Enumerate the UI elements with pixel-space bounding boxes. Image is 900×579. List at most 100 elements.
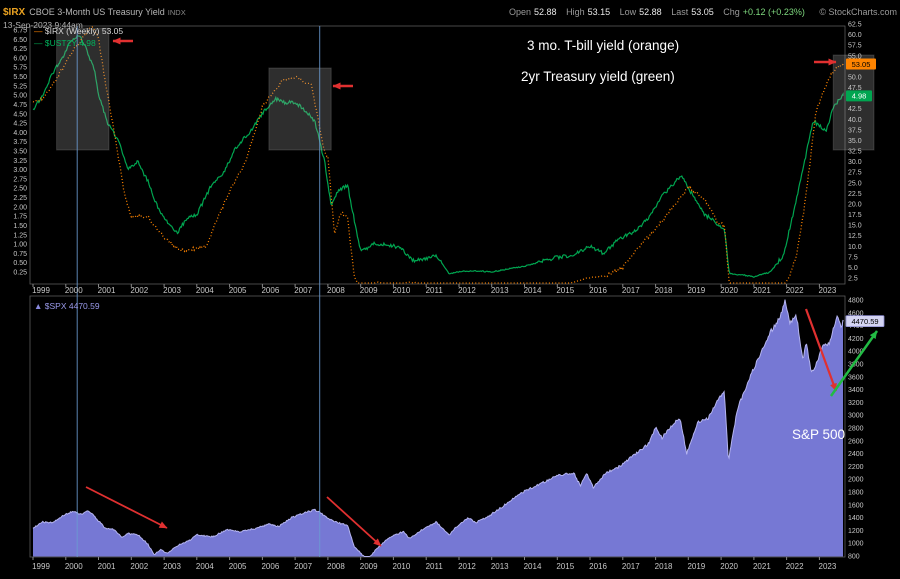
bottom-year-label: 2019	[687, 562, 705, 571]
irx-last-price-label: 53.05	[846, 58, 876, 70]
top-right-axis-tick: 17.5	[848, 212, 862, 219]
top-right-axis-tick: 20.0	[848, 201, 862, 208]
top-right-axis-tick: 35.0	[848, 138, 862, 145]
bottom-year-label: 2000	[65, 562, 83, 571]
top-year-label: 2008	[327, 286, 345, 295]
top-left-axis-tick: 3.00	[13, 167, 27, 174]
bottom-year-label: 2005	[229, 562, 247, 571]
ticker-description: CBOE 3-Month US Treasury Yield	[29, 7, 165, 17]
top-right-axis-tick: 5.0	[848, 265, 858, 272]
top-right-axis-tick: 12.5	[848, 233, 862, 240]
top-year-label: 2022	[786, 286, 804, 295]
annotation-tbill-label: 3 mo. T-bill yield (orange)	[527, 38, 679, 53]
top-year-label: 2005	[229, 286, 247, 295]
top-left-axis-tick: 2.75	[13, 176, 27, 183]
bottom-year-label: 2002	[130, 562, 148, 571]
top-right-axis-tick: 40.0	[848, 117, 862, 124]
bottom-year-label: 2013	[491, 562, 509, 571]
bottom-year-label: 2016	[589, 562, 607, 571]
series-layer	[32, 26, 844, 557]
ust2y-line-series	[32, 34, 844, 278]
top-year-label: 2020	[720, 286, 738, 295]
highlight-box	[56, 27, 110, 151]
highlight-box	[268, 67, 332, 151]
top-year-label: 2013	[491, 286, 509, 295]
top-left-axis-tick: 6.50	[13, 37, 27, 44]
spx-last-price-label: 4470.59	[845, 315, 885, 328]
bottom-right-axis-tick: 800	[848, 554, 860, 561]
ticker-exchange: INDX	[167, 8, 186, 17]
bottom-right-axis-tick: 1600	[848, 502, 864, 509]
arrow-annotations-layer	[85, 37, 879, 547]
top-year-label: 2001	[98, 286, 116, 295]
top-left-axis-tick: 5.25	[13, 83, 27, 90]
top-left-axis-tick: 0.25	[13, 270, 27, 277]
quote-open: Open 52.88	[509, 7, 557, 17]
spx-line-series	[32, 299, 844, 557]
top-right-axis-tick: 2.5	[848, 276, 858, 283]
top-left-axis-tick: 1.00	[13, 242, 27, 249]
chart-header: $IRX CBOE 3-Month US Treasury Yield INDX O…	[0, 0, 900, 30]
ust2y-line-swatch: —	[34, 38, 45, 48]
green-arrow-annotation	[829, 330, 879, 397]
top-right-axis-tick: 55.0	[848, 53, 862, 60]
top-right-axis-tick: 60.0	[848, 32, 862, 39]
bottom-year-label: 2012	[458, 562, 476, 571]
bottom-right-axis-tick: 3600	[848, 374, 864, 381]
bottom-right-axis-tick: 3400	[848, 387, 864, 394]
ust2y-last-price-label-value: 4.98	[852, 92, 867, 101]
irx-last-price-label-value: 53.05	[852, 60, 871, 69]
quote-low: Low 52.88	[619, 7, 662, 17]
top-right-axis-tick: 57.5	[848, 43, 862, 50]
top-right-axis-tick: 25.0	[848, 180, 862, 187]
top-year-label: 2006	[261, 286, 279, 295]
top-year-label: 2002	[130, 286, 148, 295]
top-year-label: 2021	[753, 286, 771, 295]
bottom-right-axis-tick: 1000	[848, 541, 864, 548]
top-left-axis-tick: 4.50	[13, 111, 27, 118]
bottom-year-label: 2008	[327, 562, 345, 571]
top-right-axis-tick: 47.5	[848, 85, 862, 92]
top-left-axis-tick: 1.50	[13, 223, 27, 230]
top-chart-legend-ust2y: — $UST2Y 4.98	[34, 38, 96, 48]
top-left-axis-tick: 6.25	[13, 46, 27, 53]
bottom-right-axis-tick: 2400	[848, 451, 864, 458]
bottom-year-label: 2017	[622, 562, 640, 571]
highlight-boxes-layer	[56, 27, 875, 151]
top-year-label: 2014	[524, 286, 542, 295]
top-year-label: 2017	[622, 286, 640, 295]
bottom-year-label: 2015	[556, 562, 574, 571]
chart-frames-layer	[29, 25, 846, 560]
bottom-year-label: 2021	[753, 562, 771, 571]
top-right-axis-tick: 30.0	[848, 159, 862, 166]
red-arrow-annotation	[85, 486, 168, 529]
top-right-axis-tick: 7.5	[848, 254, 858, 261]
top-left-axis-tick: 5.50	[13, 74, 27, 81]
top-left-axis-tick: 6.75	[13, 28, 27, 35]
ticker-symbol: $IRX	[3, 7, 26, 18]
top-chart-frame	[29, 25, 846, 285]
bottom-right-axis-tick: 3200	[848, 400, 864, 407]
quote-last: Last 53.05	[671, 7, 714, 17]
bottom-right-axis-tick: 2600	[848, 438, 864, 445]
top-year-label: 2011	[426, 286, 444, 295]
top-year-label: 2012	[458, 286, 476, 295]
bottom-right-axis-tick: 4000	[848, 349, 864, 356]
bottom-right-axis-tick: 2800	[848, 426, 864, 433]
quote-change: Chg +0.12 (+0.23%)	[723, 7, 805, 17]
top-year-label: 2003	[163, 286, 181, 295]
bottom-right-axis-tick: 1400	[848, 515, 864, 522]
bottom-right-axis-tick: 2200	[848, 464, 864, 471]
top-left-axis-tick: 5.75	[13, 65, 27, 72]
bottom-year-label: 2001	[98, 562, 116, 571]
bottom-year-label: 2022	[786, 562, 804, 571]
top-left-axis-tick: 4.25	[13, 121, 27, 128]
top-right-axis-tick: 42.5	[848, 106, 862, 113]
top-left-axis-tick: 3.50	[13, 149, 27, 156]
bottom-chart-frame	[29, 295, 846, 558]
bottom-right-axis-tick: 3000	[848, 413, 864, 420]
annotation-2yr-label: 2yr Treasury yield (green)	[521, 69, 675, 84]
top-year-label: 2016	[589, 286, 607, 295]
